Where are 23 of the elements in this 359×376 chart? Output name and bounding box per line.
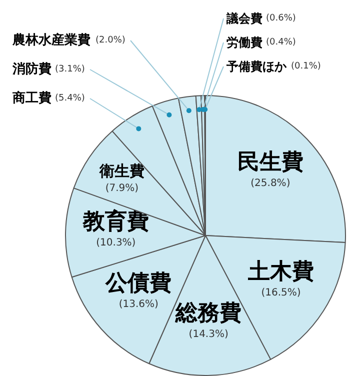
data-label: (0.4%) xyxy=(266,38,296,48)
slice-label: 総務費 xyxy=(174,301,242,326)
data-label: (13.6%) xyxy=(118,299,159,310)
slice-label: 消防費 xyxy=(12,61,52,77)
slice-label: 衛生費 xyxy=(98,162,144,180)
data-label: (16.5%) xyxy=(261,288,301,299)
slice-label: 予備費ほか xyxy=(226,60,288,74)
data-label: (2.0%) xyxy=(96,36,126,46)
slice-label: 土木費 xyxy=(247,260,314,285)
data-label: (25.8%) xyxy=(250,178,290,189)
slice-label: 議会費 xyxy=(226,12,262,26)
data-label: (7.9%) xyxy=(105,183,139,194)
data-label: (14.3%) xyxy=(188,329,228,340)
slice-label: 商工費 xyxy=(12,90,52,106)
slice-label: 公債費 xyxy=(104,271,172,296)
slice-label: 農林水産業費 xyxy=(12,32,90,48)
data-label: (5.4%) xyxy=(55,94,85,104)
slice-label: 民生費 xyxy=(237,150,304,175)
data-label: (10.3%) xyxy=(96,238,136,249)
data-label: (0.1%) xyxy=(291,62,321,72)
slice-label: 労働費 xyxy=(226,36,262,50)
data-label: (3.1%) xyxy=(55,64,85,74)
data-label: (0.6%) xyxy=(266,14,296,24)
